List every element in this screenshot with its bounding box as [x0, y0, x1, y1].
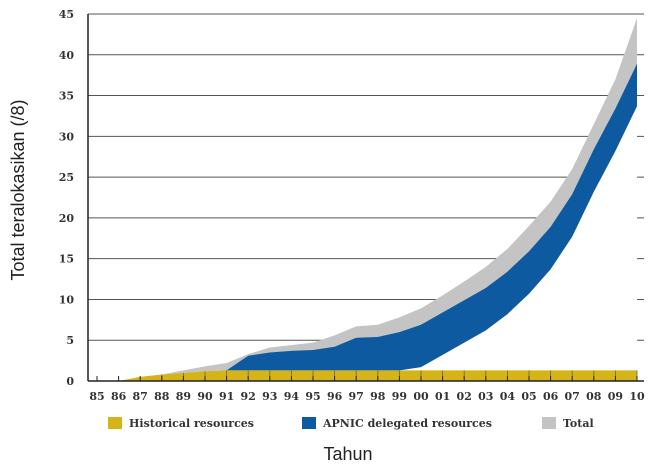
- x-tick-label: 02: [457, 390, 472, 403]
- x-tick-label: 07: [565, 390, 580, 403]
- x-tick-label: 04: [500, 390, 516, 403]
- y-tick-label: 10: [59, 293, 75, 306]
- x-tick-label: 09: [608, 390, 623, 403]
- x-tick-label: 08: [586, 390, 602, 403]
- y-tick-label: 20: [59, 212, 75, 225]
- x-tick-label: 03: [478, 390, 493, 403]
- legend-swatch: [542, 417, 556, 429]
- x-tick-label: 05: [521, 390, 536, 403]
- x-tick-label: 92: [241, 390, 256, 403]
- x-tick-label: 94: [284, 390, 300, 403]
- x-tick-label: 90: [197, 390, 213, 403]
- legend-swatch: [302, 417, 316, 429]
- chart-areas: [97, 18, 638, 381]
- y-tick-label: 45: [59, 8, 74, 21]
- x-tick-label: 86: [111, 390, 127, 403]
- legend: Historical resources APNIC delegated reso…: [108, 417, 594, 430]
- y-tick-label: 25: [59, 171, 74, 184]
- series-area-gap: [97, 106, 637, 381]
- x-tick-label: 93: [262, 390, 277, 403]
- y-tick-label: 0: [66, 375, 74, 388]
- series-area-historical: [97, 370, 637, 381]
- x-tick-label: 00: [413, 390, 429, 403]
- y-tick-label: 40: [59, 49, 75, 62]
- x-axis-title: Tahun: [323, 444, 372, 464]
- y-tick-label: 35: [59, 90, 74, 103]
- legend-label: Total: [563, 417, 594, 430]
- legend-label: Historical resources: [129, 417, 254, 430]
- x-tick-label: 85: [89, 390, 104, 403]
- x-tick-label: 01: [435, 390, 450, 403]
- x-tick-label: 88: [154, 390, 170, 403]
- y-axis-title: Total teralokasikan (/8): [8, 99, 28, 280]
- chart-axes: [87, 14, 644, 382]
- x-tick-label: 95: [305, 390, 320, 403]
- y-tick-label: 30: [59, 130, 75, 143]
- x-tick-label: 98: [370, 390, 386, 403]
- x-tick-label: 06: [543, 390, 559, 403]
- x-tick-label: 96: [327, 390, 343, 403]
- x-tick-label: 99: [392, 390, 407, 403]
- grid-lines: [88, 13, 644, 341]
- x-tick-label: 10: [629, 390, 645, 403]
- x-tick-label: 91: [219, 390, 234, 403]
- legend-swatch: [108, 417, 122, 429]
- x-tick-label: 97: [349, 390, 364, 403]
- y-tick-label: 15: [59, 253, 74, 266]
- legend-label: APNIC delegated resources: [322, 417, 492, 430]
- x-tick-label: 87: [133, 390, 148, 403]
- y-tick-label: 5: [66, 334, 74, 347]
- x-tick-label: 89: [176, 390, 191, 403]
